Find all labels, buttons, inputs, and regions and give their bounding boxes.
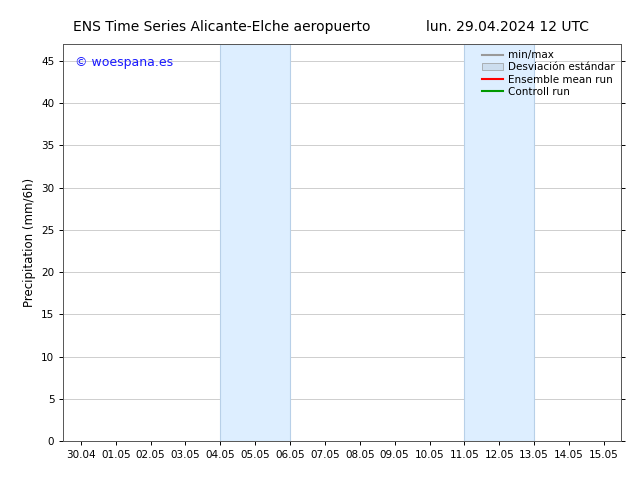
Text: ENS Time Series Alicante-Elche aeropuerto: ENS Time Series Alicante-Elche aeropuert…	[73, 20, 371, 34]
Bar	[221, 44, 290, 441]
Bar	[464, 44, 534, 441]
Legend: min/max, Desviación estándar, Ensemble mean run, Controll run: min/max, Desviación estándar, Ensemble m…	[478, 46, 619, 101]
Text: lun. 29.04.2024 12 UTC: lun. 29.04.2024 12 UTC	[425, 20, 589, 34]
Text: © woespana.es: © woespana.es	[75, 56, 172, 69]
Y-axis label: Precipitation (mm/6h): Precipitation (mm/6h)	[23, 178, 36, 307]
